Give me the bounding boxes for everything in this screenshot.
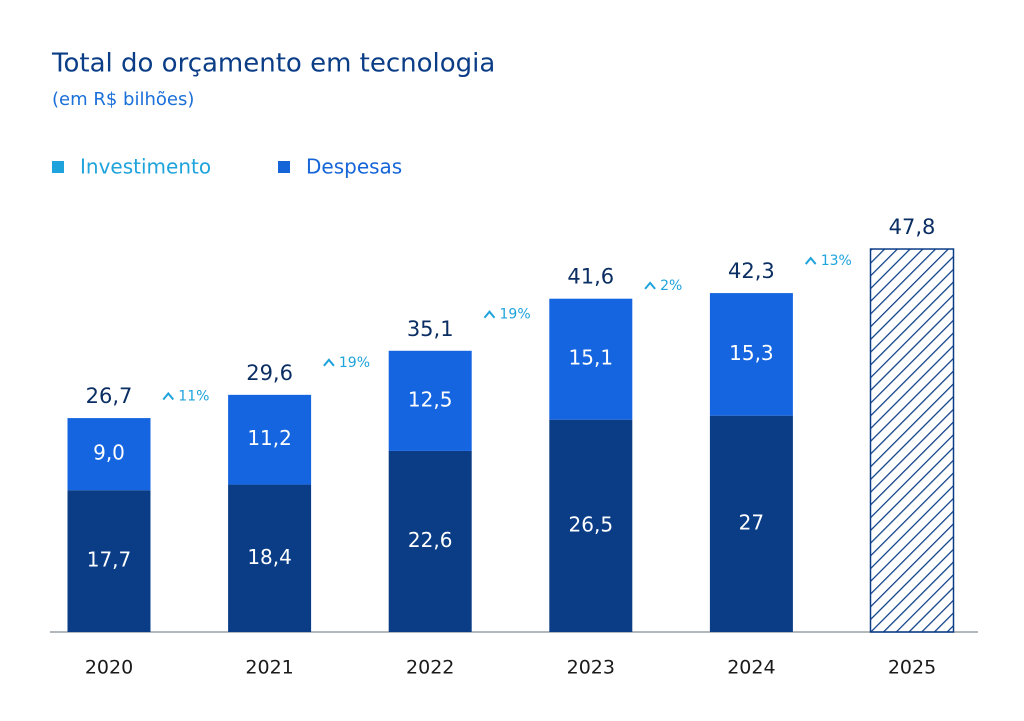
chart-title: Total do orçamento em tecnologia — [51, 49, 495, 79]
x-tick-label: 2020 — [85, 657, 133, 679]
bar-segment — [388, 350, 472, 451]
growth-caret — [162, 391, 175, 401]
growth-label: 11% — [178, 388, 209, 404]
segment-label: 11,2 — [247, 426, 292, 450]
legend-label: Despesas — [306, 155, 402, 179]
bar-segment — [67, 418, 151, 491]
growth-label: 19% — [339, 355, 370, 371]
segment-label: 15,1 — [569, 346, 614, 370]
legend-swatch — [278, 161, 290, 173]
growth-caret — [323, 358, 335, 367]
total-label: 35,1 — [407, 317, 454, 341]
x-tick-label: 2023 — [567, 657, 615, 679]
segment-label: 17,7 — [87, 548, 132, 572]
x-tick-label: 2024 — [727, 657, 775, 679]
segment-label: 12,5 — [408, 387, 453, 411]
x-tick-label: 2021 — [245, 657, 293, 679]
bar-segment — [228, 394, 312, 485]
segment-label: 9,0 — [93, 441, 125, 465]
x-tick-label: 2025 — [888, 657, 936, 679]
total-label: 47,8 — [889, 215, 936, 239]
segment-label: 27 — [739, 510, 764, 534]
growth-label: 13% — [821, 253, 852, 269]
chart-subtitle: (em R$ bilhões) — [52, 89, 194, 110]
total-label: 42,3 — [728, 259, 775, 283]
bar-segment — [388, 450, 472, 632]
bar-segment — [709, 415, 793, 632]
total-label: 41,6 — [567, 265, 614, 289]
segment-label: 26,5 — [569, 512, 614, 536]
segment-label: 18,4 — [247, 545, 292, 569]
bar-segment — [709, 293, 793, 416]
growth-caret — [483, 310, 496, 319]
growth-caret — [644, 281, 656, 290]
legend-swatch — [52, 161, 64, 173]
x-tick-label: 2022 — [406, 657, 454, 679]
growth-label: 19% — [500, 307, 531, 323]
projected-bar — [869, 248, 955, 633]
growth-caret — [804, 256, 817, 265]
legend-label: Investimento — [80, 155, 211, 179]
bar-segment — [549, 419, 633, 632]
total-label: 26,7 — [86, 384, 133, 408]
growth-label: 2% — [660, 278, 682, 294]
bar-segment — [228, 484, 312, 632]
segment-label: 22,6 — [408, 528, 453, 552]
total-label: 29,6 — [246, 361, 293, 385]
bar-segment — [549, 298, 633, 420]
segment-label: 15,3 — [729, 341, 774, 365]
bar-segment — [67, 490, 151, 632]
